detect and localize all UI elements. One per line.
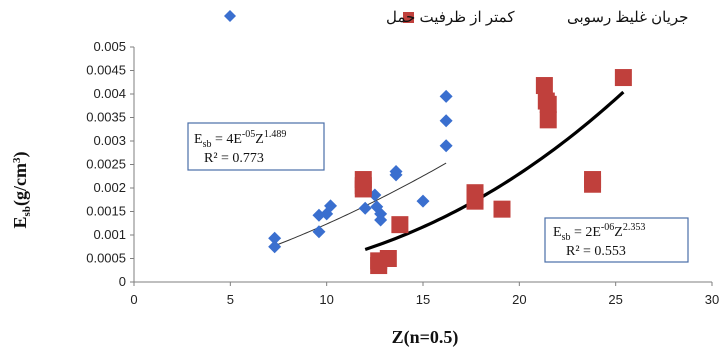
diamond-point bbox=[416, 194, 430, 208]
equation-line: Esb = 2E-06Z2.353 bbox=[553, 222, 645, 243]
square-point bbox=[539, 95, 557, 113]
equation-line: Esb = 4E-05Z1.489 bbox=[194, 129, 286, 150]
x-tick-label: 0 bbox=[130, 292, 137, 307]
y-tick-label: 0.0015 bbox=[86, 204, 126, 219]
x-tick-label: 30 bbox=[705, 292, 719, 307]
square-point bbox=[539, 111, 557, 129]
diamond-point bbox=[389, 168, 403, 182]
y-tick-label: 0 bbox=[119, 274, 126, 289]
x-axis-title: Z(n=0.5) bbox=[392, 327, 459, 348]
points-series-2 bbox=[354, 69, 632, 275]
y-tick-label: 0.003 bbox=[93, 133, 126, 148]
y-tick-label: 0.0045 bbox=[86, 63, 126, 78]
x-tick-label: 5 bbox=[227, 292, 234, 307]
legend-swatch-series-2 bbox=[403, 12, 414, 23]
diamond-point bbox=[439, 139, 453, 153]
diamond-point bbox=[439, 114, 453, 128]
diamond-point bbox=[374, 213, 388, 227]
y-axis-title: Esb(g/cm3) bbox=[10, 152, 33, 229]
square-point bbox=[493, 200, 511, 218]
x-tick-labels: 0 5 10 15 20 25 30 bbox=[130, 282, 719, 307]
diamond-point bbox=[439, 89, 453, 103]
y-tick-label: 0.0035 bbox=[86, 110, 126, 125]
legend-label-series-2: جریان غلیظ رسوبی bbox=[567, 9, 688, 26]
y-tick-label: 0.001 bbox=[93, 227, 126, 242]
equation-box-series-2: Esb = 2E-06Z2.353 R² = 0.553 bbox=[544, 217, 689, 263]
equation-box-frame bbox=[544, 217, 689, 263]
diamond-point bbox=[312, 225, 326, 239]
legend-swatch-series-1 bbox=[224, 10, 236, 22]
square-point bbox=[614, 69, 632, 87]
square-point bbox=[391, 216, 409, 234]
square-point bbox=[354, 180, 372, 198]
legend: جریان غلیظ رسوبی کمتر از ظرفیت حمل bbox=[224, 9, 688, 26]
diamond-point bbox=[268, 231, 282, 245]
legend-label-series-1: کمتر از ظرفیت حمل bbox=[386, 9, 515, 26]
diamond-point bbox=[358, 201, 372, 215]
y-tick-label: 0.0025 bbox=[86, 157, 126, 172]
points-series-1 bbox=[268, 89, 453, 254]
square-point bbox=[584, 175, 602, 193]
square-point bbox=[466, 192, 484, 210]
y-tick-label: 0.004 bbox=[93, 86, 126, 101]
r-squared-label: R² = 0.773 bbox=[204, 151, 264, 166]
equation-box-series-1: Esb = 4E-05Z1.489 R² = 0.773 bbox=[187, 122, 325, 171]
square-point bbox=[379, 250, 397, 267]
x-tick-label: 25 bbox=[608, 292, 622, 307]
equation-box-frame bbox=[187, 122, 325, 171]
x-tick-label: 15 bbox=[416, 292, 430, 307]
r-squared-label: R² = 0.553 bbox=[566, 244, 626, 259]
trendline-series-2 bbox=[364, 90, 625, 251]
y-tick-label: 0.005 bbox=[93, 39, 126, 54]
x-tick-label: 20 bbox=[512, 292, 526, 307]
y-tick-labels: 0 0.0005 0.001 0.0015 0.002 0.0025 0.003 0.0035… bbox=[86, 39, 134, 289]
diamond-point bbox=[320, 207, 334, 221]
y-tick-label: 0.0005 bbox=[86, 251, 126, 266]
x-tick-label: 10 bbox=[319, 292, 333, 307]
y-tick-label: 0.002 bbox=[93, 180, 126, 195]
square-point bbox=[535, 77, 553, 95]
diamond-point bbox=[268, 240, 282, 254]
